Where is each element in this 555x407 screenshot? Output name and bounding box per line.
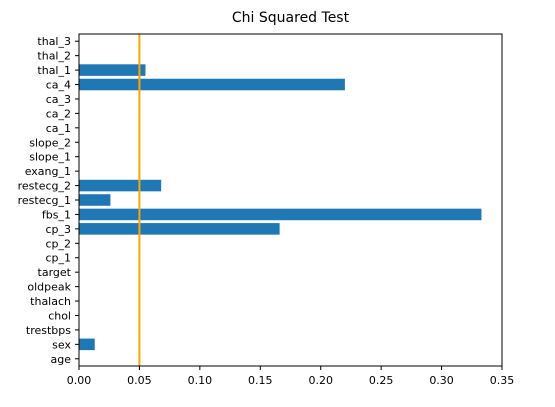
y-tick-label: ca_2 xyxy=(46,107,71,120)
bar-restecg-1 xyxy=(79,194,111,206)
y-tick-label: slope_1 xyxy=(29,151,71,164)
y-tick-label: chol xyxy=(48,309,71,322)
x-tick-label: 0.05 xyxy=(127,374,152,387)
y-tick-label: sex xyxy=(52,338,71,351)
axes-layer: agesextrestbpscholthalacholdpeaktargetcp… xyxy=(18,33,515,387)
x-tick-label: 0.25 xyxy=(369,374,394,387)
y-tick-label: thal_3 xyxy=(37,35,71,48)
x-tick-label: 0.30 xyxy=(429,374,454,387)
y-tick-label: ca_4 xyxy=(46,79,71,92)
bar-thal-1 xyxy=(79,64,146,76)
y-tick-label: ca_3 xyxy=(46,93,71,106)
y-tick-label: thal_2 xyxy=(37,50,71,63)
x-tick-label: 0.10 xyxy=(188,374,213,387)
bar-ca-4 xyxy=(79,78,345,91)
y-tick-label: thalach xyxy=(30,295,71,308)
y-tick-label: trestbps xyxy=(26,324,71,337)
x-tick-label: 0.35 xyxy=(490,374,515,387)
bar-sex xyxy=(79,338,95,351)
bar-fbs-1 xyxy=(79,208,482,221)
x-tick-label: 0.15 xyxy=(248,374,273,387)
bars-layer xyxy=(79,64,482,351)
y-tick-label: exang_1 xyxy=(25,165,71,178)
y-tick-label: age xyxy=(51,353,72,366)
plot-frame xyxy=(78,33,503,367)
y-tick-label: fbs_1 xyxy=(42,208,71,221)
y-tick-label: cp_1 xyxy=(45,252,71,265)
y-tick-label: target xyxy=(38,266,72,279)
x-tick-label: 0.20 xyxy=(308,374,333,387)
bar-cp-3 xyxy=(79,223,280,235)
y-tick-label: slope_2 xyxy=(29,136,71,149)
bar-restecg-2 xyxy=(79,179,162,192)
y-tick-label: thal_1 xyxy=(37,64,71,77)
y-tick-label: cp_3 xyxy=(45,223,71,236)
x-tick-label: 0.00 xyxy=(67,374,92,387)
y-tick-label: ca_1 xyxy=(46,122,71,135)
y-tick-label: restecg_2 xyxy=(18,180,71,193)
y-tick-label: oldpeak xyxy=(27,281,71,294)
y-tick-label: cp_2 xyxy=(45,237,71,250)
chart-title: Chi Squared Test xyxy=(232,10,350,26)
y-tick-label: restecg_1 xyxy=(18,194,71,207)
